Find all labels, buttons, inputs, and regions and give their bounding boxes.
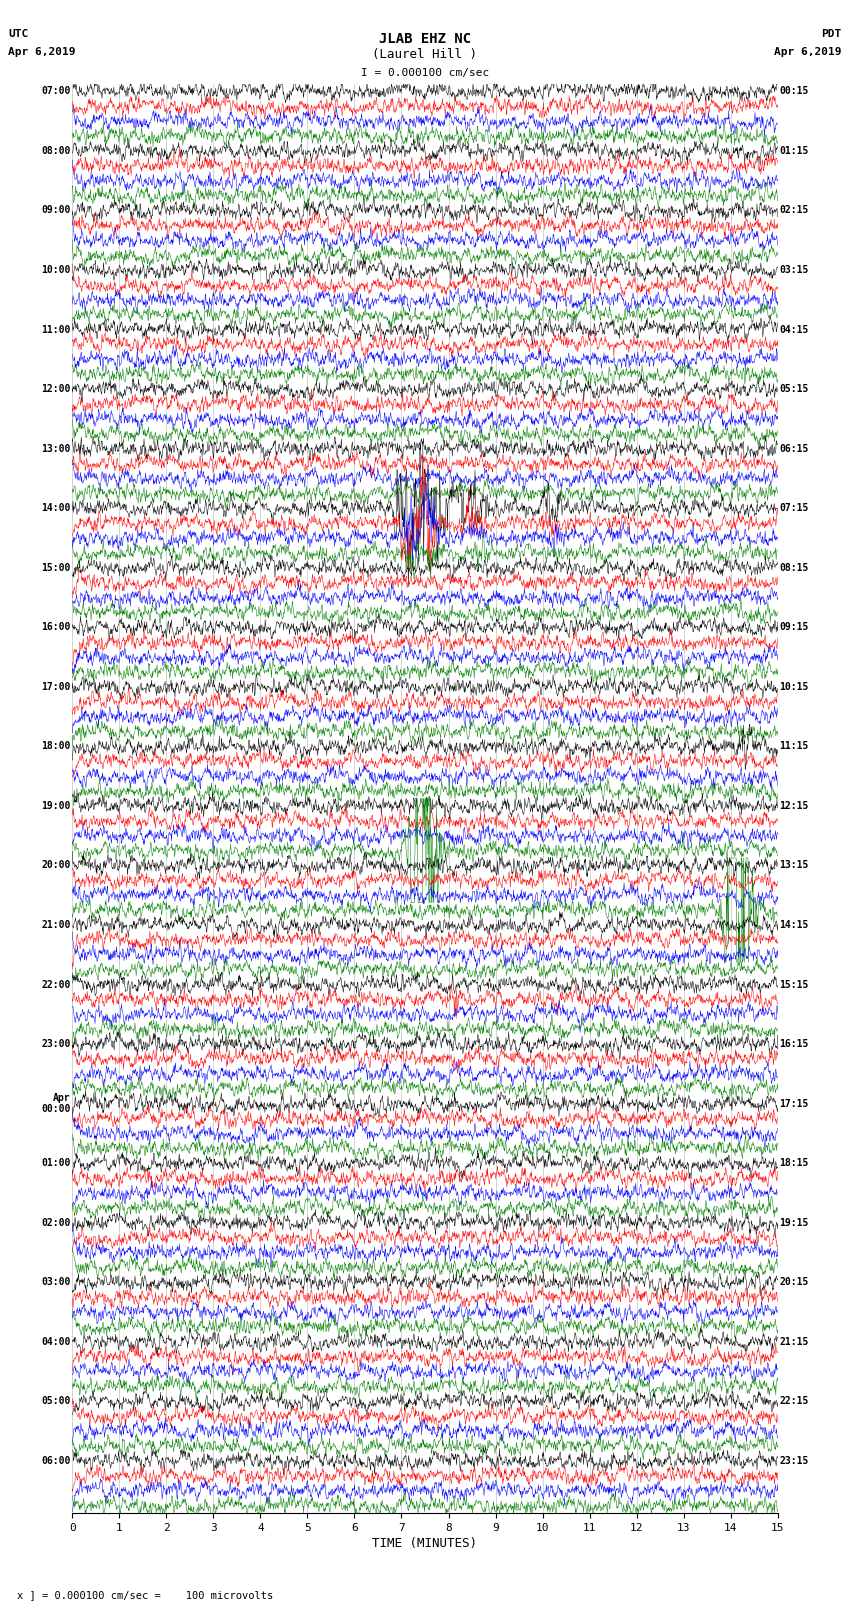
Text: 20:00: 20:00 [42,860,71,871]
Text: 09:15: 09:15 [779,623,808,632]
Text: 06:00: 06:00 [42,1457,71,1466]
Text: 09:00: 09:00 [42,205,71,216]
Text: 06:15: 06:15 [779,444,808,453]
Text: 12:15: 12:15 [779,802,808,811]
Text: 17:15: 17:15 [779,1098,808,1108]
Text: I = 0.000100 cm/sec: I = 0.000100 cm/sec [361,68,489,77]
Text: 01:00: 01:00 [42,1158,71,1168]
Text: 07:15: 07:15 [779,503,808,513]
Text: 11:15: 11:15 [779,742,808,752]
Text: 22:00: 22:00 [42,979,71,989]
Text: 12:00: 12:00 [42,384,71,394]
Text: 14:00: 14:00 [42,503,71,513]
Text: 14:15: 14:15 [779,919,808,931]
Text: JLAB EHZ NC: JLAB EHZ NC [379,32,471,47]
Text: 18:00: 18:00 [42,742,71,752]
Text: 10:15: 10:15 [779,682,808,692]
Text: 16:00: 16:00 [42,623,71,632]
Text: 01:15: 01:15 [779,145,808,156]
Text: 13:00: 13:00 [42,444,71,453]
Text: 02:15: 02:15 [779,205,808,216]
Text: Apr 6,2019: Apr 6,2019 [774,47,842,56]
Text: 11:00: 11:00 [42,324,71,334]
Text: Apr
00:00: Apr 00:00 [42,1094,71,1115]
Text: Apr 6,2019: Apr 6,2019 [8,47,76,56]
Text: 03:00: 03:00 [42,1277,71,1287]
Text: 04:00: 04:00 [42,1337,71,1347]
Text: 08:15: 08:15 [779,563,808,573]
Text: 05:15: 05:15 [779,384,808,394]
Text: 08:00: 08:00 [42,145,71,156]
Text: 07:00: 07:00 [42,87,71,97]
Text: 18:15: 18:15 [779,1158,808,1168]
Text: PDT: PDT [821,29,842,39]
Text: 23:15: 23:15 [779,1457,808,1466]
Text: x ] = 0.000100 cm/sec =    100 microvolts: x ] = 0.000100 cm/sec = 100 microvolts [17,1590,273,1600]
Text: 20:15: 20:15 [779,1277,808,1287]
Text: 00:15: 00:15 [779,87,808,97]
Text: 17:00: 17:00 [42,682,71,692]
Text: 23:00: 23:00 [42,1039,71,1048]
Text: (Laurel Hill ): (Laurel Hill ) [372,48,478,61]
Text: 16:15: 16:15 [779,1039,808,1048]
Text: 05:00: 05:00 [42,1397,71,1407]
Text: UTC: UTC [8,29,29,39]
Text: 21:00: 21:00 [42,919,71,931]
Text: 21:15: 21:15 [779,1337,808,1347]
Text: 15:15: 15:15 [779,979,808,989]
Text: 04:15: 04:15 [779,324,808,334]
Text: 15:00: 15:00 [42,563,71,573]
Text: 19:00: 19:00 [42,802,71,811]
Text: 02:00: 02:00 [42,1218,71,1227]
Text: 10:00: 10:00 [42,265,71,274]
Text: 03:15: 03:15 [779,265,808,274]
X-axis label: TIME (MINUTES): TIME (MINUTES) [372,1537,478,1550]
Text: 19:15: 19:15 [779,1218,808,1227]
Text: 22:15: 22:15 [779,1397,808,1407]
Text: 13:15: 13:15 [779,860,808,871]
